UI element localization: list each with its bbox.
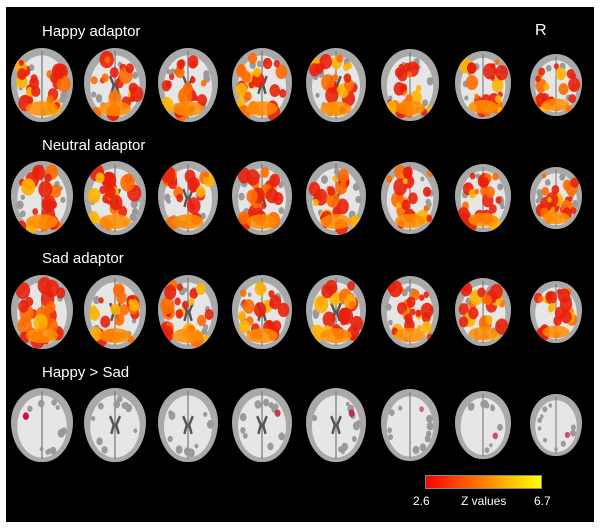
brain-slice — [306, 388, 366, 462]
brain-slice — [381, 162, 439, 234]
row-label-sad-adaptor: Sad adaptor — [42, 250, 124, 267]
brain-slice — [381, 389, 439, 461]
brain-slice — [232, 48, 292, 122]
brain-slice — [158, 388, 218, 462]
brain-slice — [232, 161, 292, 235]
brain-slice — [455, 278, 511, 346]
brain-slice — [530, 54, 582, 116]
brain-slice — [158, 48, 218, 122]
brain-slice — [232, 275, 292, 349]
z-value-colorbar — [425, 475, 542, 489]
brain-slice — [84, 275, 146, 349]
brain-slice — [381, 276, 439, 348]
brain-slice — [530, 281, 582, 343]
brain-slice — [158, 275, 218, 349]
colorbar-title: Z values — [461, 494, 507, 508]
brain-slice — [455, 164, 511, 232]
brain-slice — [232, 388, 292, 462]
brain-slice — [530, 167, 582, 229]
brain-slice — [306, 48, 366, 122]
colorbar-max-label: 6.7 — [534, 494, 551, 508]
brain-slice — [306, 275, 366, 349]
brain-slice — [158, 161, 218, 235]
brain-slice — [84, 161, 146, 235]
brain-slice — [84, 48, 146, 122]
brain-slice — [84, 388, 146, 462]
brain-slice — [455, 391, 511, 459]
brain-slice — [11, 388, 73, 462]
row-label-neutral-adaptor: Neutral adaptor — [42, 137, 146, 154]
brain-slice — [381, 49, 439, 121]
brain-slice — [306, 161, 366, 235]
brain-slice — [11, 161, 73, 235]
brain-slice — [455, 51, 511, 119]
row-label-happy-adaptor: Happy adaptor — [42, 23, 141, 40]
brain-slice — [11, 275, 73, 349]
colorbar-min-label: 2.6 — [413, 494, 430, 508]
row-label-happy-gt-sad: Happy > Sad — [42, 364, 130, 381]
brain-slice — [530, 394, 582, 456]
brain-slice — [11, 48, 73, 122]
right-hemisphere-marker: R — [535, 22, 547, 39]
